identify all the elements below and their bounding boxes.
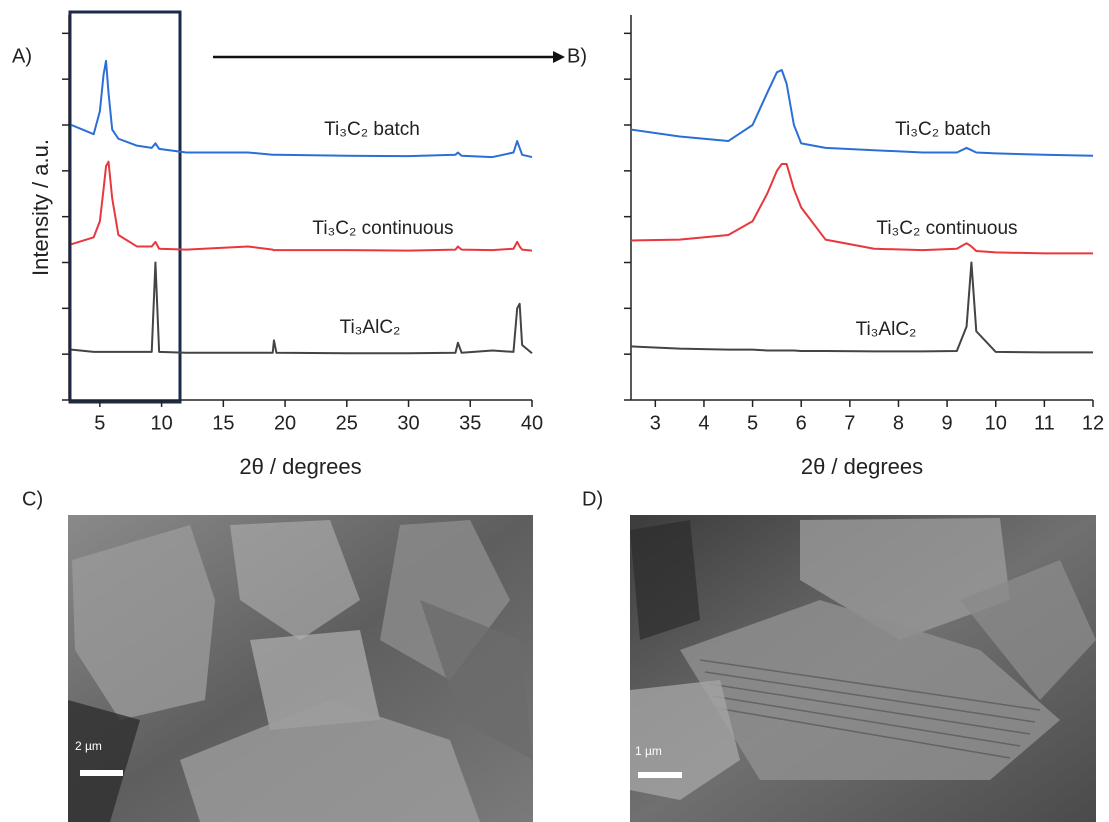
series-line <box>71 263 532 354</box>
series-line <box>631 164 1093 253</box>
series-line <box>71 162 532 251</box>
x-axis-title: 2θ / degrees <box>801 454 923 479</box>
x-tick-label: 10 <box>150 412 172 434</box>
x-tick-label: 40 <box>521 412 543 434</box>
series-label: Ti₃C₂ batch <box>324 119 420 140</box>
panel-label: B) <box>567 45 587 67</box>
sem-image-d <box>630 515 1096 822</box>
series-label: Ti₃C₂ batch <box>895 119 991 140</box>
scale-bar-label: 1 µm <box>635 744 662 758</box>
x-tick-label: 8 <box>893 412 904 434</box>
x-tick-label: 5 <box>94 412 105 434</box>
x-tick-label: 3 <box>650 412 661 434</box>
sem-image-c <box>68 515 533 822</box>
x-tick-label: 4 <box>698 412 709 434</box>
series-line <box>71 61 532 157</box>
x-tick-label: 12 <box>1082 412 1104 434</box>
x-tick-label: 5 <box>747 412 758 434</box>
panel-label: D) <box>582 488 603 510</box>
panel-label: A) <box>12 45 32 67</box>
x-tick-label: 25 <box>336 412 358 434</box>
series-label: Ti₃AlC₂ <box>856 319 917 340</box>
x-axis-title: 2θ / degrees <box>239 454 361 479</box>
x-tick-label: 10 <box>985 412 1007 434</box>
x-tick-label: 7 <box>844 412 855 434</box>
zoom-box <box>70 12 180 402</box>
x-tick-label: 9 <box>942 412 953 434</box>
series-label: Ti₃C₂ continuous <box>312 218 453 239</box>
x-tick-label: 6 <box>796 412 807 434</box>
series-label: Ti₃C₂ continuous <box>876 218 1017 239</box>
x-tick-label: 15 <box>212 412 234 434</box>
x-tick-label: 30 <box>397 412 419 434</box>
x-tick-label: 35 <box>459 412 481 434</box>
series-line <box>631 70 1093 156</box>
figure: 5101520253035402θ / degreesIntensity / a… <box>0 0 1109 822</box>
y-axis-title: Intensity / a.u. <box>28 139 53 276</box>
series-label: Ti₃AlC₂ <box>340 317 401 338</box>
scale-bar-label: 2 µm <box>75 739 102 753</box>
x-tick-label: 11 <box>1034 412 1055 434</box>
arrow-head <box>553 51 565 63</box>
panel-label: C) <box>22 488 43 510</box>
x-tick-label: 20 <box>274 412 296 434</box>
